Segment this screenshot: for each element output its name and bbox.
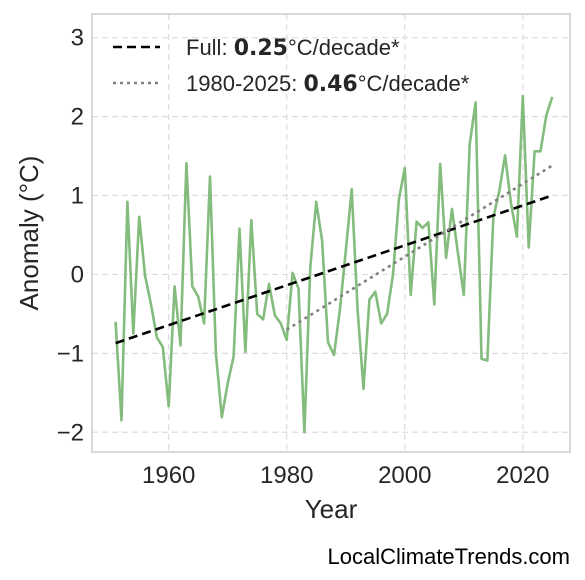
chart: 1960 1980 2000 2020 −2 −1 0 1 2 3 Year Anomaly (°… [14, 13, 571, 524]
y-tick-label: 3 [71, 25, 84, 52]
recent-trend-line [286, 164, 553, 331]
x-tick-label: 2000 [378, 462, 431, 489]
full-trend-line [115, 194, 553, 345]
x-tick-label: 1980 [260, 462, 313, 489]
anomaly-series-line [114, 94, 554, 434]
plot-frame [91, 13, 571, 453]
y-axis-label: Anomaly (°C) [14, 156, 44, 311]
legend-rate-value: 0.25 [234, 36, 288, 61]
legend-prefix: 1980-2025: [186, 71, 303, 96]
legend-suffix: °C/decade* [288, 35, 400, 60]
y-tick-label: −2 [57, 419, 84, 446]
legend: Full: 0.25°C/decade*1980-2025: 0.46°C/de… [113, 35, 470, 97]
source-label: LocalClimateTrends.com [327, 544, 571, 569]
legend-suffix: °C/decade* [358, 71, 470, 96]
y-tick-label: 1 [71, 183, 84, 210]
legend-entry: 1980-2025: 0.46°C/decade* [186, 71, 470, 97]
x-axis-label: Year [305, 494, 358, 524]
y-tick-label: 0 [71, 261, 84, 288]
legend-prefix: Full: [186, 35, 234, 60]
x-tick-label: 2020 [496, 462, 549, 489]
x-tick-label: 1960 [142, 462, 195, 489]
tick-labels: 1960 1980 2000 2020 −2 −1 0 1 2 3 [57, 25, 550, 489]
series-layer [114, 94, 554, 434]
grid [92, 14, 570, 452]
y-tick-label: −1 [57, 340, 84, 367]
legend-entry: Full: 0.25°C/decade* [186, 35, 400, 61]
y-tick-label: 2 [71, 104, 84, 131]
legend-rate-value: 0.46 [303, 72, 357, 97]
